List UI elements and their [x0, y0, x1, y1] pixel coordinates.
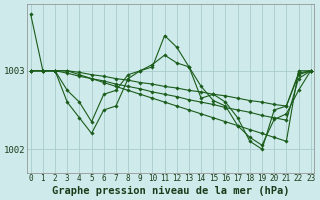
X-axis label: Graphe pression niveau de la mer (hPa): Graphe pression niveau de la mer (hPa) — [52, 186, 290, 196]
